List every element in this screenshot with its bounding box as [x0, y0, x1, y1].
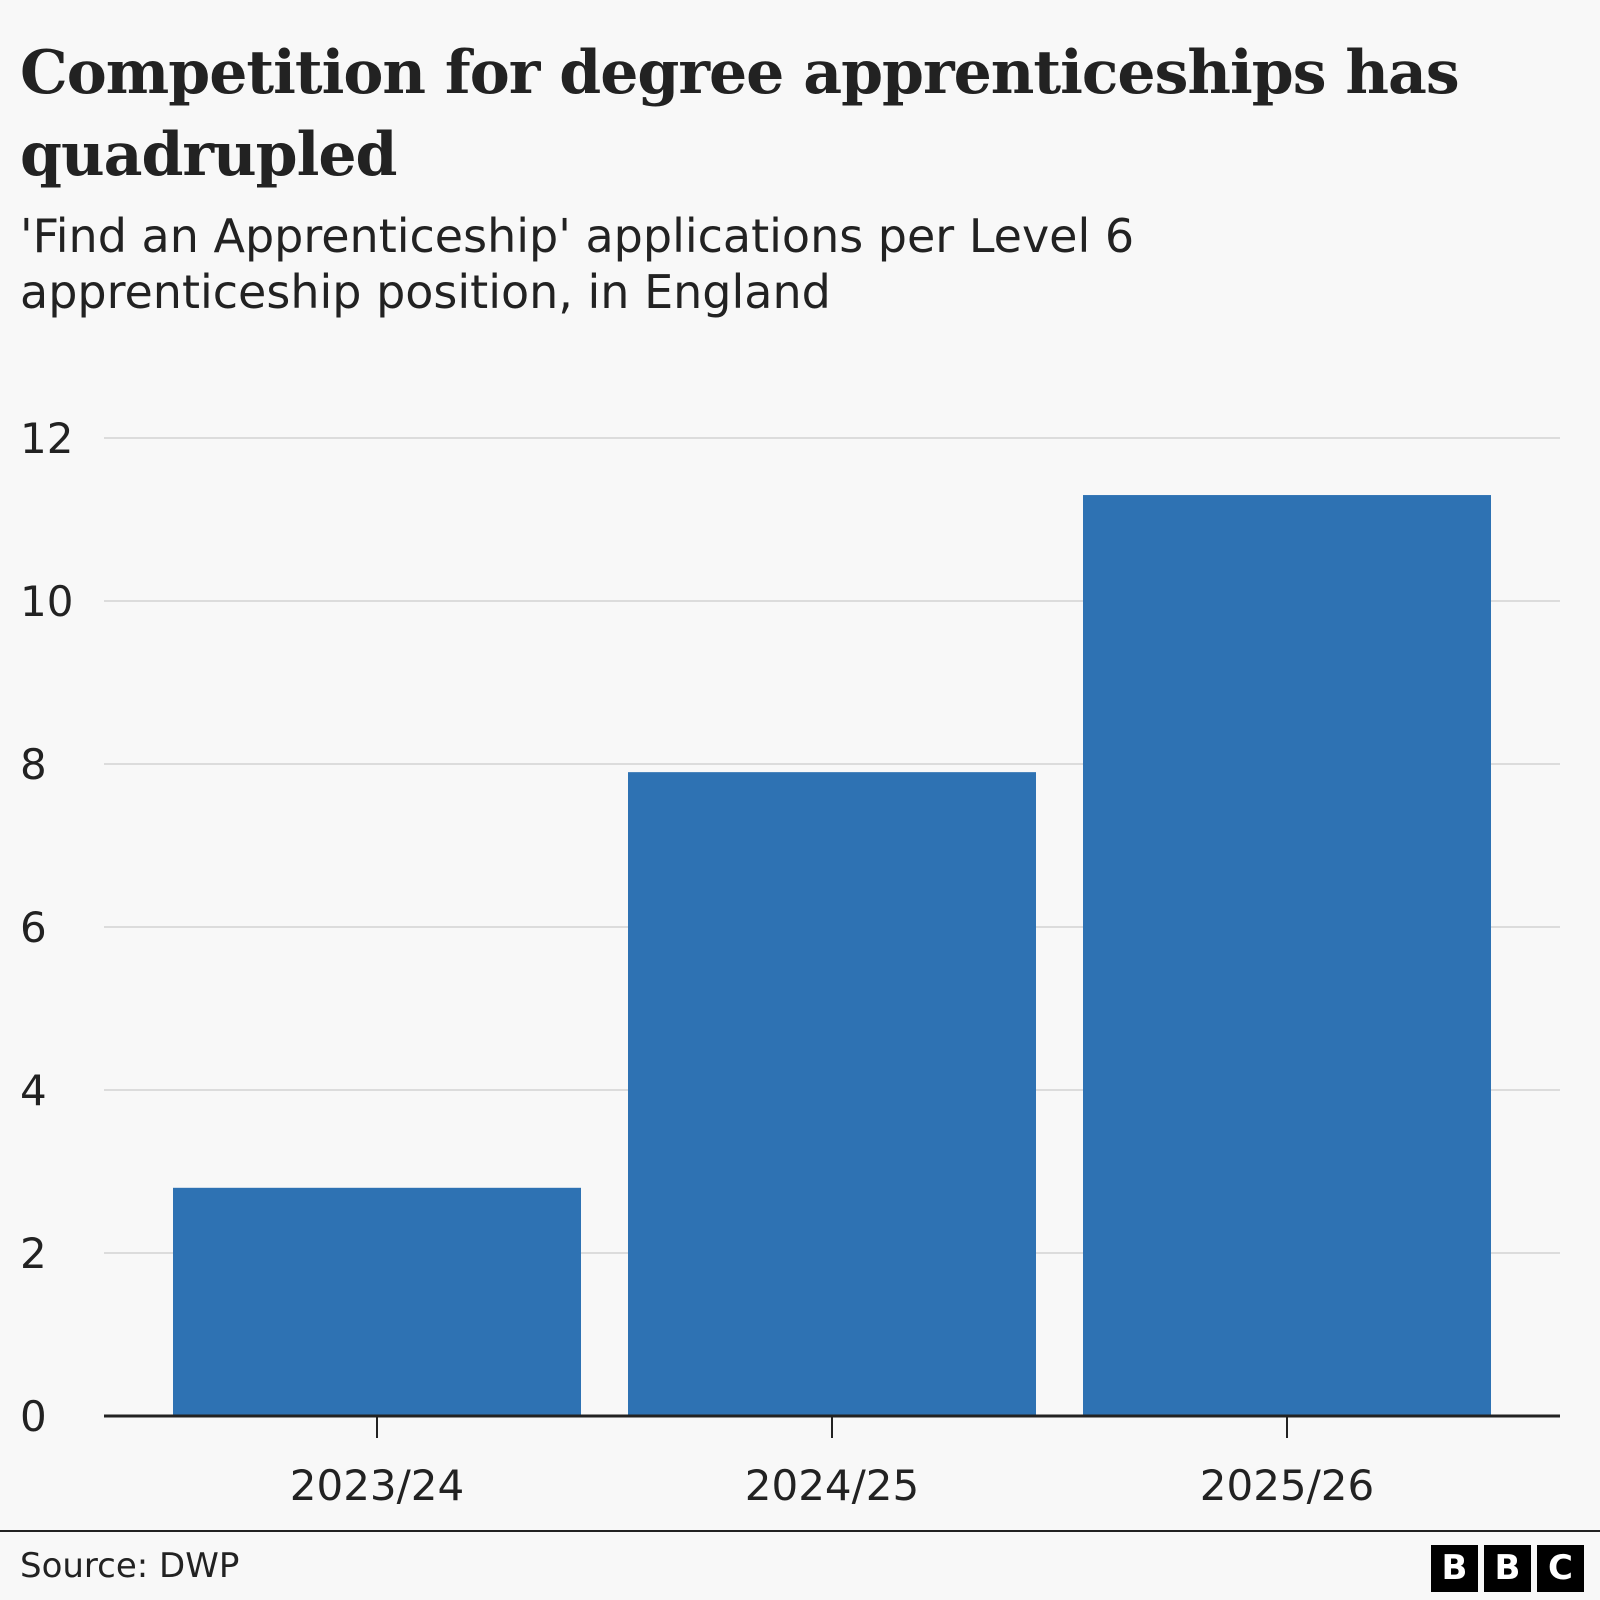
y-tick-label-6: 6 — [20, 903, 47, 952]
source-note: Source: DWP — [20, 1546, 240, 1586]
bar-chart: 0 2 4 6 8 10 12 2023/24 2024/25 2025/26 — [20, 414, 1560, 1510]
logo-letter-c: C — [1537, 1545, 1584, 1592]
footer-divider — [0, 1530, 1600, 1532]
x-tick-label-2025-26: 2025/26 — [1200, 1461, 1374, 1510]
y-tick-label-8: 8 — [20, 740, 47, 789]
x-axis: 2023/24 2024/25 2025/26 — [104, 1414, 1560, 1510]
logo-letter-b1: B — [1431, 1545, 1478, 1592]
y-tick-label-2: 2 — [20, 1229, 47, 1278]
chart-title: Competition for degree apprenticeships h… — [20, 38, 1460, 190]
x-tick-label-2024-25: 2024/25 — [745, 1461, 919, 1510]
bar-2024-25 — [628, 772, 1036, 1416]
y-tick-label-10: 10 — [20, 577, 73, 626]
bbc-logo: B B C — [1431, 1545, 1584, 1592]
y-tick-label-4: 4 — [20, 1066, 47, 1115]
x-tick-label-2023-24: 2023/24 — [290, 1461, 464, 1510]
y-axis-ticks: 0 2 4 6 8 10 12 — [20, 414, 73, 1441]
y-tick-label-12: 12 — [20, 414, 73, 463]
y-tick-label-0: 0 — [20, 1392, 47, 1441]
bars — [173, 495, 1491, 1416]
bar-2025-26 — [1083, 495, 1491, 1416]
chart-subtitle: 'Find an Apprenticeship' applications pe… — [20, 209, 1135, 319]
logo-letter-b2: B — [1484, 1545, 1531, 1592]
bar-2023-24 — [173, 1187, 581, 1416]
